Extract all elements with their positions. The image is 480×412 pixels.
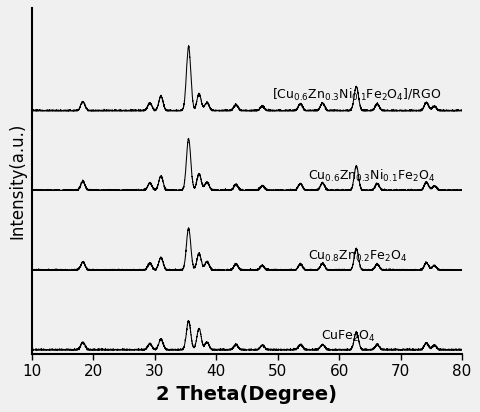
Text: Cu$_{0.6}$Zn$_{0.3}$Ni$_{0.1}$Fe$_2$O$_4$: Cu$_{0.6}$Zn$_{0.3}$Ni$_{0.1}$Fe$_2$O$_4… (309, 169, 435, 185)
X-axis label: 2 Theta(Degree): 2 Theta(Degree) (156, 385, 337, 404)
Text: Cu$_{0.8}$Zn$_{0.2}$Fe$_2$O$_4$: Cu$_{0.8}$Zn$_{0.2}$Fe$_2$O$_4$ (309, 249, 408, 264)
Y-axis label: Intensity(a.u.): Intensity(a.u.) (8, 123, 26, 239)
Text: CuFe$_2$O$_4$: CuFe$_2$O$_4$ (321, 329, 375, 344)
Text: [Cu$_{0.6}$Zn$_{0.3}$Ni$_{0.1}$Fe$_2$O$_4$]/RGO: [Cu$_{0.6}$Zn$_{0.3}$Ni$_{0.1}$Fe$_2$O$_… (272, 87, 441, 103)
